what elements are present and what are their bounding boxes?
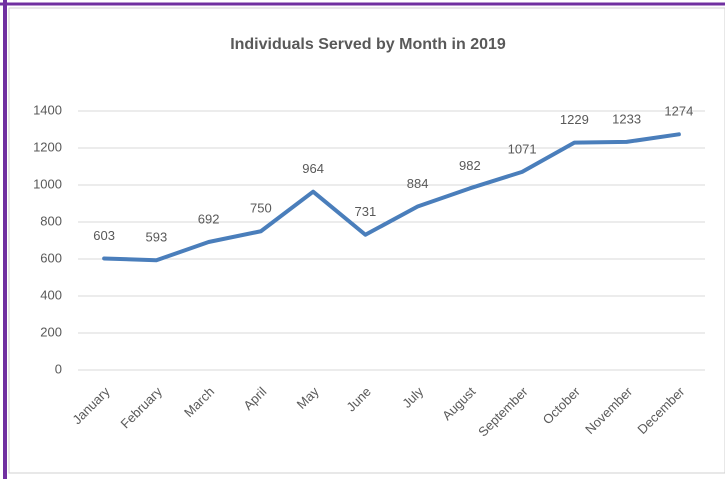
data-label: 884: [407, 176, 429, 191]
data-label: 603: [93, 228, 115, 243]
chart-frame: [8, 7, 725, 474]
data-label: 1071: [508, 141, 537, 156]
data-label: 731: [355, 204, 377, 219]
data-label: 750: [250, 201, 272, 216]
data-label: 964: [302, 161, 324, 176]
data-line: [102, 132, 681, 263]
y-tick-label: 0: [55, 361, 62, 376]
y-tick-label: 200: [40, 324, 62, 339]
data-label: 1274: [664, 104, 693, 119]
y-tick-label: 1400: [33, 102, 62, 117]
y-tick-label: 1200: [33, 139, 62, 154]
data-label: 593: [146, 230, 168, 245]
chart-title: Individuals Served by Month in 2019: [230, 36, 506, 53]
data-label: 982: [459, 158, 481, 173]
data-label: 692: [198, 211, 220, 226]
y-tick-label: 800: [40, 213, 62, 228]
data-label: 1229: [560, 112, 589, 127]
y-tick-label: 1000: [33, 176, 62, 191]
y-tick-label: 400: [40, 287, 62, 302]
data-label: 1233: [612, 111, 641, 126]
y-tick-label: 600: [40, 250, 62, 265]
